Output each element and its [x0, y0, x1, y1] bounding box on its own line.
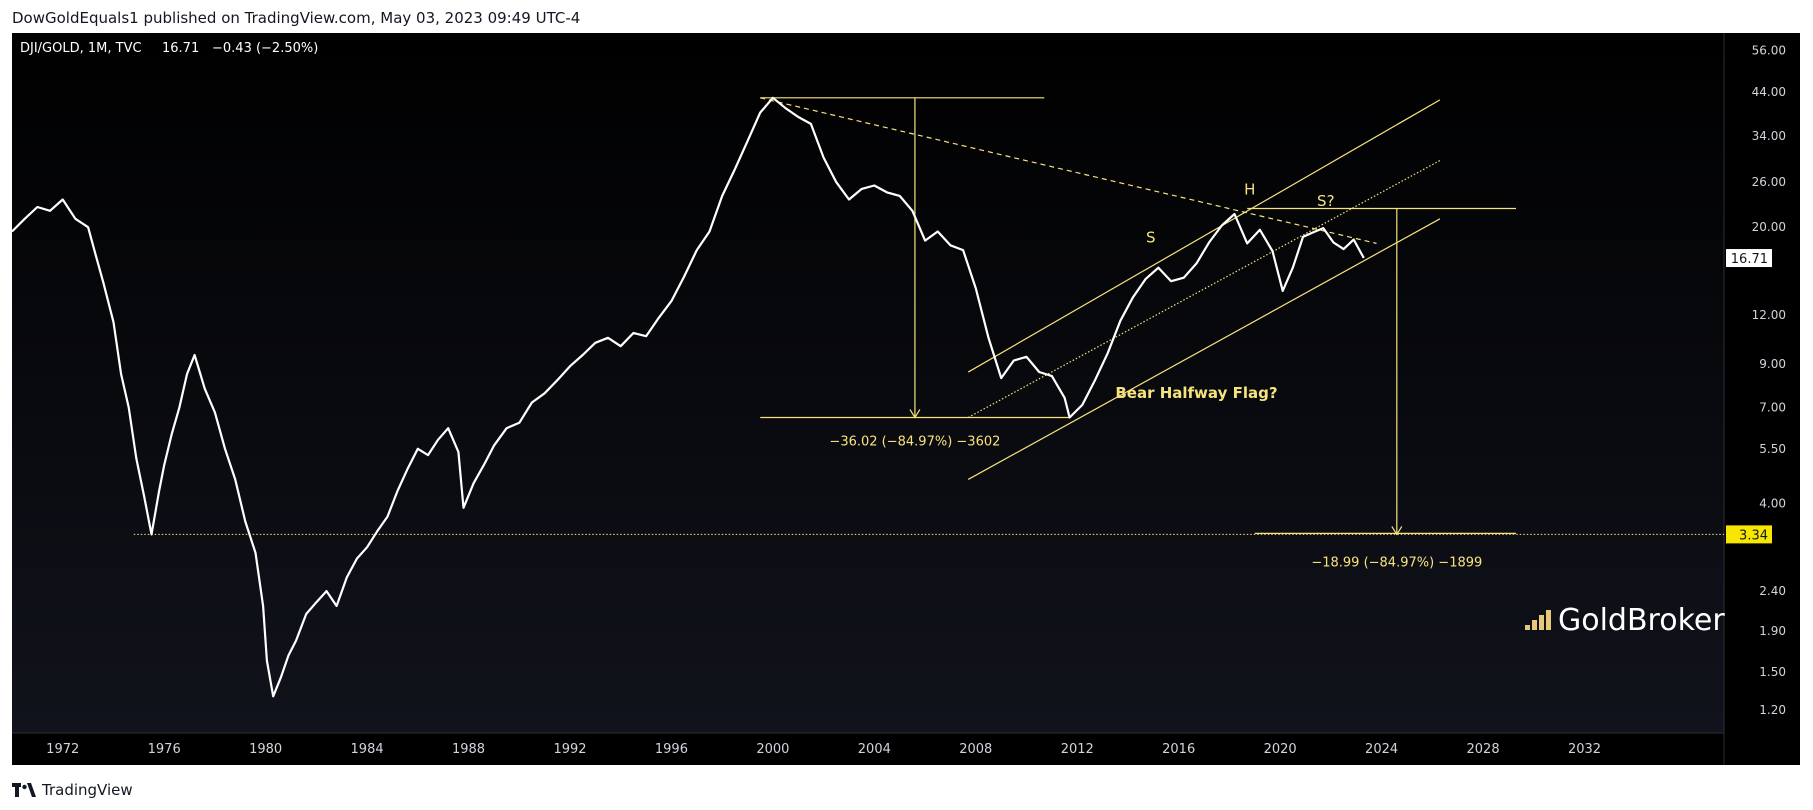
measure-2-arrow — [1391, 526, 1403, 536]
x-tick-label: 2028 — [1467, 742, 1500, 757]
price-series — [11, 96, 1365, 698]
label-left-shoulder: S — [1146, 228, 1156, 246]
y-tick-label: 1.50 — [1759, 665, 1786, 679]
price-chart[interactable]: 1972 1976 1980 1984 1988 1992 1996 2000 2004 2008… — [11, 33, 1800, 765]
channel-lower-line — [967, 218, 1441, 480]
y-tick-label: 1.90 — [1759, 624, 1786, 638]
chart-area[interactable]: 1972 1976 1980 1984 1988 1992 1996 2000 2004 2008… — [11, 33, 1800, 765]
y-tick-label: 9.00 — [1759, 357, 1786, 371]
symbol-change: −0.43 (−2.50%) — [212, 41, 318, 56]
publish-line: DowGoldEquals1 published on TradingView.… — [12, 9, 581, 27]
measure-1-label: −36.02 (−84.97%) −3602 — [829, 434, 1000, 449]
x-tick-label: 1992 — [553, 742, 586, 757]
descending-trend-line — [760, 97, 1377, 244]
time-axis[interactable]: 1972 1976 1980 1984 1988 1992 1996 2000 2004 2008… — [46, 742, 1601, 757]
price-tags: 16.71 3.34 — [1726, 249, 1772, 544]
y-tick-label: 4.00 — [1759, 496, 1786, 510]
x-tick-label: 2016 — [1162, 742, 1195, 757]
y-tick-label: 34.00 — [1752, 129, 1786, 143]
y-tick-label: 26.00 — [1752, 175, 1786, 189]
x-tick-label: 2012 — [1061, 742, 1094, 757]
label-bear-flag: Bear Halfway Flag? — [1115, 384, 1277, 402]
target-price-tag-bg — [1726, 525, 1772, 544]
price-axis[interactable]: 56.00 44.00 34.00 26.00 20.00 12.00 9.00 7.00 5.… — [1752, 43, 1786, 717]
x-tick-label: 2008 — [959, 742, 992, 757]
y-tick-label: 20.00 — [1752, 220, 1786, 234]
dji-gold-line — [11, 96, 1365, 698]
goldbroker-watermark: GoldBroker — [1525, 603, 1725, 638]
x-tick-label: 2020 — [1264, 742, 1297, 757]
x-tick-label: 1976 — [148, 742, 181, 757]
measure-2-label: −18.99 (−84.97%) −1899 — [1311, 555, 1482, 570]
y-tick-label: 7.00 — [1759, 400, 1786, 414]
label-head: H — [1244, 180, 1255, 198]
x-tick-label: 1972 — [46, 742, 79, 757]
x-tick-label: 2024 — [1365, 742, 1398, 757]
goldbroker-text: GoldBroker — [1558, 603, 1725, 638]
goldbroker-bars-icon — [1525, 610, 1551, 630]
drawing-layer[interactable] — [133, 97, 1724, 536]
x-tick-label: 1984 — [351, 742, 384, 757]
symbol-name: DJI/GOLD, 1M, TVC — [20, 41, 142, 56]
last-price-tag-text: 16.71 — [1731, 252, 1768, 267]
y-tick-label: 1.20 — [1759, 703, 1786, 717]
x-tick-label: 2032 — [1568, 742, 1601, 757]
x-tick-label: 2000 — [756, 742, 789, 757]
footer-brand[interactable]: TradingView — [42, 781, 133, 799]
x-tick-label: 1980 — [249, 742, 282, 757]
target-price-tag-text: 3.34 — [1739, 528, 1768, 543]
footer[interactable]: TradingView — [12, 781, 133, 799]
x-tick-label: 2004 — [858, 742, 891, 757]
label-right-shoulder: S? — [1317, 192, 1334, 210]
y-tick-label: 12.00 — [1752, 308, 1786, 322]
y-tick-label: 2.40 — [1759, 584, 1786, 598]
x-tick-label: 1996 — [655, 742, 688, 757]
measure-1-arrow — [909, 409, 921, 419]
y-tick-label: 56.00 — [1752, 43, 1786, 57]
y-tick-label: 5.50 — [1759, 442, 1786, 456]
y-tick-label: 44.00 — [1752, 85, 1786, 99]
chart-pane — [12, 33, 1724, 733]
channel-upper-line — [967, 99, 1441, 373]
symbol-last: 16.71 — [162, 41, 199, 56]
tradingview-logo-icon — [12, 783, 36, 797]
x-tick-label: 1988 — [452, 742, 485, 757]
annotation-labels: H S S? Bear Halfway Flag? −36.02 (−84.97%) −… — [829, 180, 1482, 570]
last-price-tag-bg — [1726, 249, 1772, 268]
